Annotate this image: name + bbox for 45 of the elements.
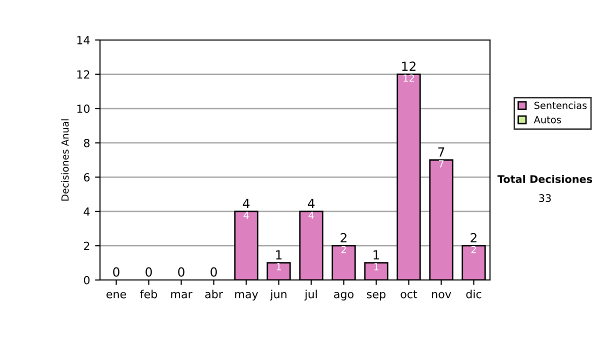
x-tick-label: feb (140, 290, 158, 298)
total-label: 4 (308, 198, 315, 208)
data-label: 2 (471, 246, 476, 254)
x-tick-label: jul (304, 290, 317, 300)
text: 33 (539, 194, 551, 202)
total-label: 2 (470, 232, 476, 242)
x-tick-label: ago (334, 292, 354, 300)
x-tick-label: jun (270, 290, 286, 300)
y-tick-label: 8 (84, 138, 90, 148)
data-label: 7 (438, 160, 444, 168)
y-tick-label: 0 (84, 276, 90, 284)
data-label: 12 (404, 74, 414, 82)
total-label: 2 (340, 232, 346, 242)
total-label: 0 (113, 267, 120, 277)
x-tick-label: dic (466, 290, 482, 298)
y-tick-label: 12 (77, 70, 90, 79)
total-label: 12 (402, 62, 416, 71)
data-label: 2 (341, 246, 346, 254)
x-tick-label: mar (171, 292, 192, 298)
x-tick-label: sep (367, 292, 386, 300)
data-label: 4 (244, 212, 249, 219)
total-label: 4 (242, 198, 250, 208)
x-tick-label: may (235, 292, 258, 300)
y-axis-title: Decisiones Anual (61, 119, 69, 201)
y-tick-label: 10 (77, 104, 90, 113)
total-label: 0 (178, 267, 184, 277)
x-tick-label: oct (400, 290, 418, 298)
legend-label: Sentencias (534, 102, 587, 110)
y-tick-label: 4 (84, 208, 90, 216)
total-label: 0 (146, 267, 152, 277)
data-label: 1 (374, 263, 378, 270)
x-tick-label: ene (106, 292, 126, 298)
x-tick-label: nov (432, 292, 452, 298)
text: Total Decisiones (497, 174, 592, 184)
total-label: 0 (210, 267, 217, 277)
total-label: 7 (438, 147, 444, 157)
y-tick-label: 6 (84, 173, 90, 182)
y-tick-label: 14 (77, 36, 90, 44)
x-tick-label: abr (205, 290, 223, 298)
y-tick-label: 2 (84, 242, 90, 250)
data-label: 1 (276, 263, 281, 270)
data-label: 4 (308, 212, 314, 219)
legend-label: Autos (534, 116, 561, 124)
total-label: 1 (276, 250, 282, 260)
total-label: 1 (374, 250, 380, 260)
